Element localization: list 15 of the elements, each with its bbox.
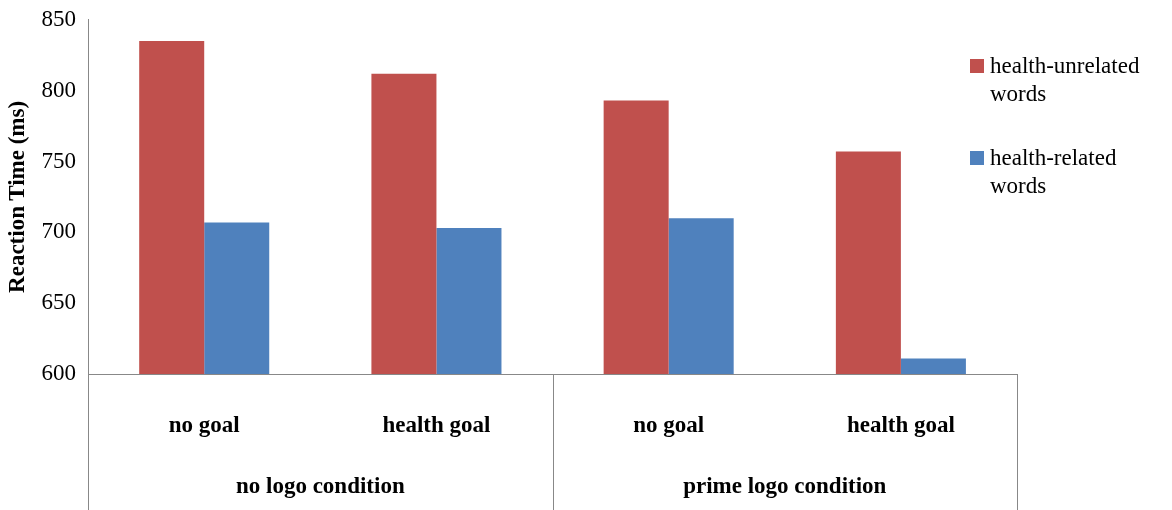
legend-label: health-related words — [990, 144, 1118, 200]
y-axis-title: Reaction Time (ms) — [3, 100, 29, 293]
x-tick-label: health goal — [846, 411, 955, 437]
y-tick-label: 850 — [41, 5, 77, 31]
y-tick-label: 800 — [41, 76, 77, 102]
x-tick-label: health goal — [382, 411, 491, 437]
y-tick-label: 700 — [41, 218, 77, 244]
text: no logo condition — [235, 472, 405, 498]
x-tick-label: no goal — [633, 411, 705, 437]
text: prime logo condition — [683, 472, 887, 498]
y-tick-label: 750 — [41, 147, 77, 173]
x-tick-label: no goal — [168, 411, 240, 437]
y-tick-label: 600 — [41, 360, 77, 386]
legend-label: health-unrelated words — [990, 52, 1141, 108]
y-tick-label: 650 — [41, 289, 77, 315]
